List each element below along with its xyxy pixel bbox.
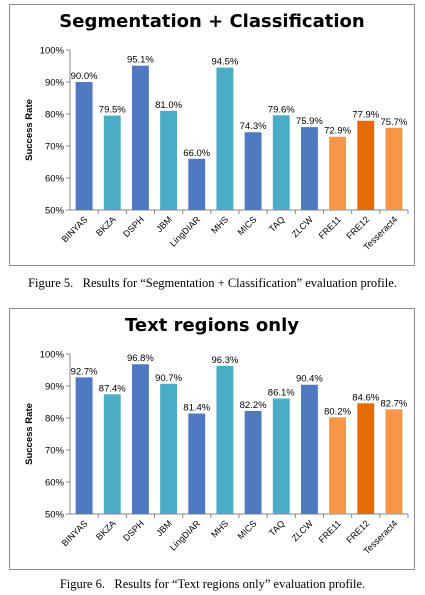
bar (385, 127, 403, 210)
y-tick-label: 90% (45, 382, 65, 393)
chart-title: Text regions only (125, 315, 299, 336)
data-label: 90.0% (71, 71, 98, 82)
x-tick-label: BINYAS (60, 518, 90, 548)
bar (329, 417, 347, 514)
x-tick-label: JBM (154, 518, 174, 538)
bar (244, 132, 262, 210)
bar (272, 115, 290, 210)
bar (300, 384, 318, 514)
bar (188, 158, 206, 210)
y-tick-label: 90% (45, 78, 65, 89)
figure-caption: Figure 6. Results for “Text regions only… (59, 577, 366, 591)
bar (103, 115, 121, 210)
bar (75, 82, 93, 210)
x-tick-label: MHS (209, 518, 230, 539)
y-tick-label: 60% (45, 478, 65, 489)
data-label: 80.2% (324, 406, 351, 417)
text-regions-chart: Text regions only Success Rate 50% 60% 70% 8… (9, 308, 415, 570)
x-tick-label: BKZA (94, 518, 118, 542)
data-label: 66.0% (183, 148, 210, 159)
y-axis-label: Success Rate (24, 403, 35, 465)
bar (300, 127, 318, 210)
bar (103, 394, 121, 514)
data-label: 81.0% (155, 100, 182, 111)
bar (357, 120, 375, 210)
data-label: 79.5% (99, 105, 126, 116)
bar (75, 377, 93, 514)
bar (244, 410, 262, 514)
y-axis-label: Success Rate (24, 99, 35, 161)
bar (216, 67, 234, 210)
chart-title: Segmentation + Classification (59, 11, 365, 32)
bar (216, 365, 234, 514)
x-tick-label: BINYAS (60, 214, 90, 244)
x-tick-label: TAQ (267, 214, 287, 234)
x-tick-label: BKZA (94, 214, 118, 238)
data-label: 90.7% (155, 373, 182, 384)
x-tick-label: MICS (236, 214, 259, 237)
x-tick-label: JBM (154, 214, 174, 234)
data-label: 94.5% (211, 57, 238, 68)
data-label: 96.8% (127, 353, 154, 364)
figure-caption: Figure 5. Results for “Segmentation + Cl… (28, 276, 397, 290)
y-tick-label: 70% (45, 446, 65, 457)
data-label: 75.9% (296, 116, 323, 127)
y-tick-label: 80% (45, 110, 65, 121)
data-label: 92.7% (71, 366, 98, 377)
data-label: 82.2% (240, 400, 267, 411)
bar (272, 398, 290, 514)
data-label: 77.9% (352, 110, 379, 121)
chart-plot: Success Rate 50% 60% 70% 80% 90% 100% 90.0% BINY… (24, 46, 409, 252)
x-tick-label: FRE11 (317, 518, 343, 544)
chart-plot: Success Rate 50% 60% 70% 80% 90% 100% 92.7% BINY… (24, 350, 409, 556)
x-tick-label: MICS (236, 518, 259, 541)
bar (357, 403, 375, 514)
x-tick-label: FRE12 (344, 214, 371, 241)
x-tick-label: LingDIAR (168, 518, 203, 553)
bar (131, 364, 149, 514)
x-tick-label: FRE12 (344, 518, 371, 545)
bar (188, 413, 206, 514)
x-tick-label: ZLCW (290, 518, 315, 543)
bar (131, 65, 149, 211)
x-tick-label: DSPH (121, 518, 146, 543)
data-label: 81.4% (183, 403, 210, 414)
y-tick-label: 70% (45, 142, 65, 153)
x-tick-label: DSPH (121, 214, 146, 239)
y-tick-label: 60% (45, 174, 65, 185)
bar (160, 110, 178, 210)
y-tick-label: 100% (40, 46, 65, 57)
data-label: 79.6% (268, 104, 295, 115)
data-label: 74.3% (240, 121, 267, 132)
data-label: 86.1% (268, 387, 295, 398)
x-tick-label: FRE11 (317, 214, 343, 240)
x-tick-label: TAQ (267, 518, 287, 538)
bar (329, 136, 347, 210)
data-label: 96.3% (211, 355, 238, 366)
y-tick-label: 80% (45, 414, 65, 425)
data-label: 72.9% (324, 126, 351, 137)
data-label: 95.1% (127, 55, 154, 66)
data-label: 82.7% (380, 398, 407, 409)
x-tick-label: ZLCW (290, 214, 315, 239)
bar (385, 409, 403, 514)
data-label: 87.4% (99, 383, 126, 394)
y-tick-label: 50% (45, 510, 65, 521)
segmentation-classification-chart: Segmentation + Classification Success Ra… (9, 4, 415, 266)
x-tick-label: MHS (209, 214, 230, 235)
data-label: 84.6% (352, 392, 379, 403)
data-label: 75.7% (380, 117, 407, 128)
data-label: 90.4% (296, 374, 323, 385)
y-tick-label: 50% (45, 206, 65, 217)
y-tick-label: 100% (40, 350, 65, 361)
x-tick-label: LingDIAR (168, 214, 203, 249)
bar (160, 383, 178, 514)
